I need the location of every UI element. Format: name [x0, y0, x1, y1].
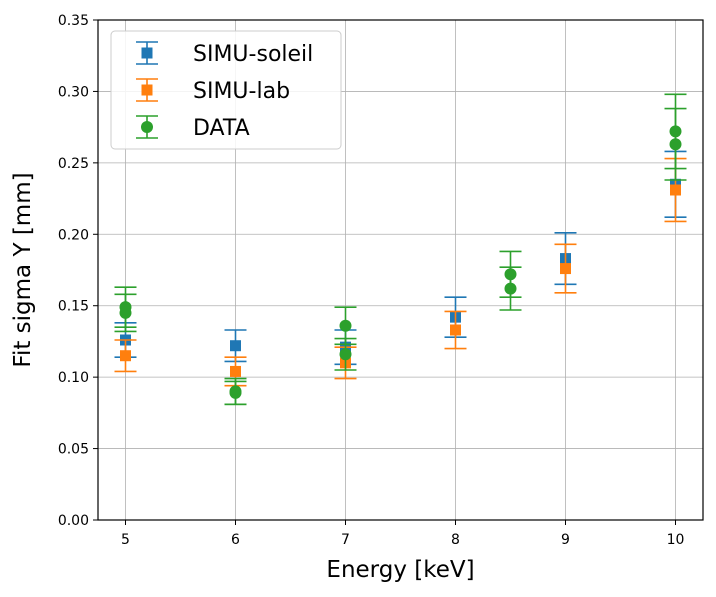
y-tick-label: 0.05: [58, 442, 89, 458]
x-tick-label: 5: [121, 532, 130, 548]
legend-item: SIMU-lab: [136, 78, 290, 104]
y-tick-label: 0.30: [58, 84, 89, 100]
data-point: [229, 386, 242, 399]
legend-label: SIMU-lab: [193, 79, 290, 104]
legend-marker: [141, 84, 153, 96]
data-series: [114, 93, 687, 406]
series-data: [114, 93, 687, 406]
plot-frame: [97, 19, 704, 521]
legend-marker: [141, 121, 153, 133]
data-point: [339, 348, 352, 361]
legend: SIMU-soleil SIMU-lab DATA: [110, 30, 342, 150]
legend-item: SIMU-soleil: [136, 41, 313, 67]
y-axis-title: Fit sigma Y [mm]: [10, 172, 36, 367]
y-tick-label: 0.20: [58, 227, 89, 243]
x-tick-label: 9: [561, 532, 570, 548]
data-point: [230, 365, 241, 377]
y-tick-label: 0.25: [58, 156, 89, 172]
data-point: [450, 324, 461, 336]
x-tick-label: 10: [667, 532, 685, 548]
x-tick-label: 6: [231, 532, 240, 548]
data-point: [504, 282, 517, 295]
x-axis-title: Energy [keV]: [326, 557, 474, 583]
legend-label: DATA: [193, 116, 250, 141]
data-point: [120, 350, 131, 362]
y-tick-label: 0.35: [58, 13, 89, 29]
data-point: [339, 319, 352, 332]
y-axis-ticks: 0.00 0.05 0.10 0.15 0.20 0.25 0.30 0.35: [58, 13, 98, 529]
y-tick-label: 0.15: [58, 299, 89, 315]
legend-marker: [141, 47, 153, 59]
data-point: [230, 340, 241, 352]
x-tick-label: 8: [451, 532, 460, 548]
data-point: [560, 263, 571, 275]
legend-label: SIMU-soleil: [193, 42, 313, 67]
x-tick-label: 7: [341, 532, 350, 548]
data-point: [670, 184, 681, 196]
y-tick-label: 0.10: [58, 370, 89, 386]
y-tick-label: 0.00: [58, 513, 89, 529]
legend-box: [110, 30, 342, 150]
series-simu-lab: [114, 157, 687, 387]
data-point: [119, 306, 132, 319]
x-axis-ticks: 5 6 7 8 9 10: [121, 520, 684, 548]
series-simu-soleil: [114, 150, 687, 366]
data-point: [669, 138, 682, 151]
legend-item: DATA: [136, 115, 250, 141]
